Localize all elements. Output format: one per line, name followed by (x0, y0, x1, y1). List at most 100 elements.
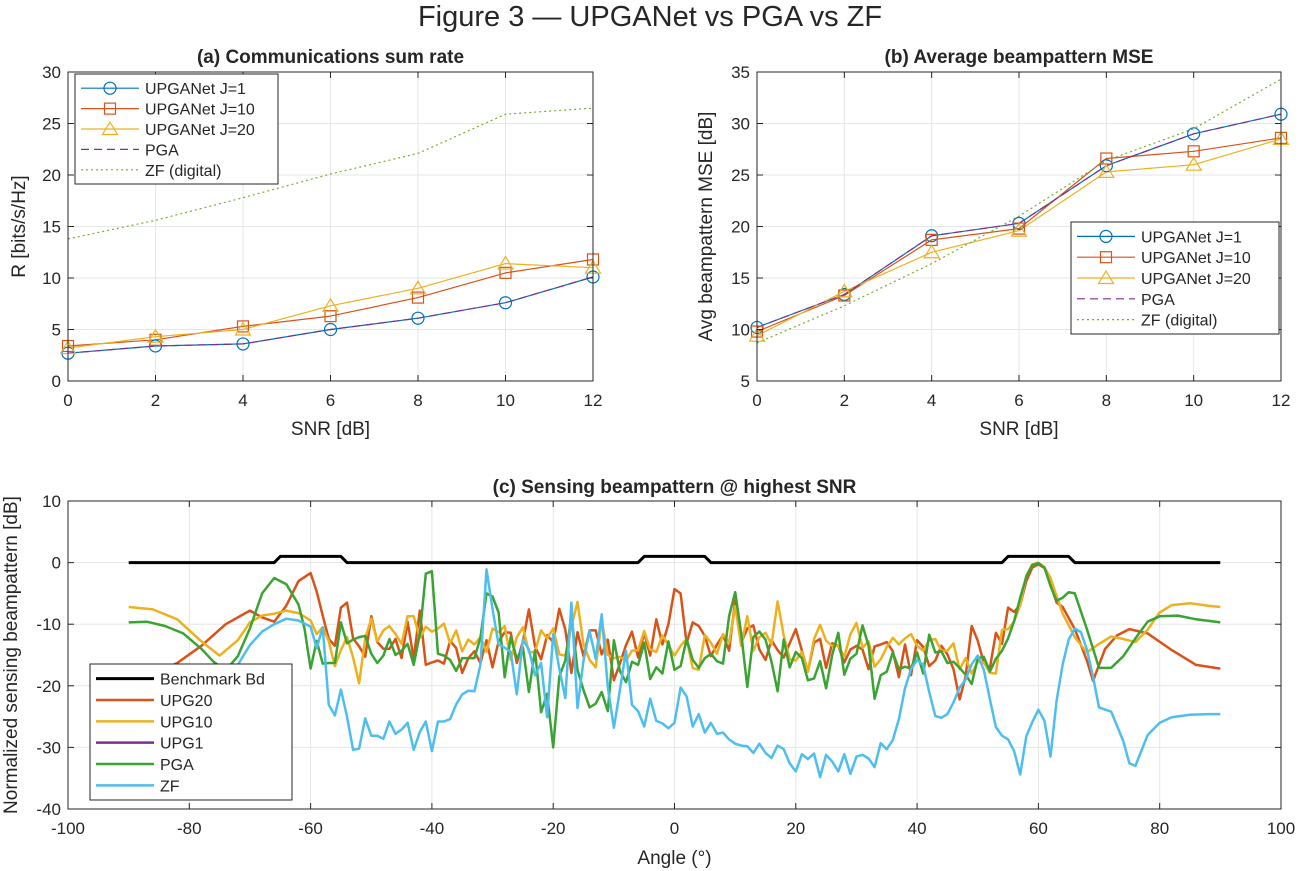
y-tick-label: -10 (36, 615, 61, 634)
x-tick-label: -60 (298, 819, 323, 838)
chart-c: -100 -80 -60 -40 -20 0 20 40 60 80 100-40-30-20-10… (1, 477, 1295, 869)
data-point-marker (1099, 159, 1113, 173)
y-tick-label: 0 (52, 554, 61, 573)
series-line-zf-digital- (68, 107, 593, 240)
x-tick-label: -80 (177, 819, 202, 838)
legend-marker (101, 120, 119, 136)
series-line-pga (128, 561, 1221, 749)
y-tick-label: -30 (36, 738, 61, 757)
x-tick-label: 6 (1014, 391, 1023, 410)
legend-label: UPGANet J=20 (1141, 271, 1251, 288)
x-tick-label: 6 (326, 391, 335, 410)
y-tick-label: 15 (42, 218, 61, 237)
data-point-marker (321, 297, 340, 312)
series-line-benchmark-bd (128, 554, 1221, 565)
y-tick-label: 5 (741, 372, 750, 391)
legend-marker (1099, 229, 1113, 243)
legend-label: ZF (digital) (1141, 313, 1217, 330)
data-point-marker (1185, 156, 1203, 171)
legend-marker (103, 81, 117, 95)
chart-title: (b) Average beampattern MSE (885, 47, 1154, 68)
x-axis-label: SNR [dB] (291, 419, 370, 440)
x-tick-label: 12 (1272, 391, 1291, 410)
y-tick-label: -40 (36, 800, 61, 819)
x-tick-label: 10 (496, 391, 515, 410)
legend-label: PGA (1141, 292, 1175, 309)
figure-title: Figure 3 — UPGANet vs PGA vs ZF (418, 1, 882, 33)
legend-label: UPG20 (160, 693, 213, 710)
x-tick-label: -100 (51, 819, 85, 838)
data-point-marker (236, 337, 250, 351)
data-point-marker (1187, 127, 1201, 141)
series-line-upganet-j-20 (68, 263, 593, 349)
y-tick-label: 10 (42, 269, 61, 288)
y-tick-label: 10 (731, 321, 750, 340)
y-tick-label: 15 (731, 269, 750, 288)
data-point-marker (409, 280, 427, 295)
y-tick-label: 30 (731, 115, 750, 134)
data-point-marker (324, 310, 337, 323)
y-tick-label: 20 (731, 218, 750, 237)
x-tick-label: -40 (420, 819, 445, 838)
legend-label: UPGANet J=10 (1141, 250, 1251, 267)
data-point-marker (499, 266, 512, 279)
x-tick-label: 100 (1267, 819, 1295, 838)
data-point-marker (323, 322, 338, 337)
x-tick-label: -20 (541, 819, 566, 838)
y-tick-label: 10 (42, 492, 61, 511)
data-point-marker (838, 289, 851, 302)
legend-label: UPG1 (160, 736, 204, 753)
x-tick-label: 40 (908, 819, 927, 838)
legend-marker (103, 102, 117, 115)
legend-label: PGA (160, 757, 194, 774)
legend-label: UPG10 (160, 714, 213, 731)
x-tick-label: 20 (786, 819, 805, 838)
legend-label: ZF (160, 778, 180, 795)
legend-label: PGA (145, 142, 179, 159)
legend-label: Benchmark Bd (160, 672, 265, 689)
data-point-marker (146, 328, 165, 343)
data-point-marker (496, 255, 515, 270)
y-tick-label: 0 (52, 372, 61, 391)
y-tick-label: 25 (42, 115, 61, 134)
series-line-upganet-j-10 (757, 137, 1281, 333)
x-tick-label: 4 (238, 391, 247, 410)
y-tick-label: 25 (731, 166, 750, 185)
chart-title: (a) Communications sum rate (197, 47, 464, 68)
data-point-marker (411, 291, 425, 304)
data-point-marker (236, 320, 250, 333)
x-tick-label: 0 (752, 391, 761, 410)
series-group (757, 78, 1281, 344)
legend-label: UPGANet J=1 (1141, 229, 1242, 246)
series-line-zf (128, 568, 1221, 779)
data-point-marker (1010, 222, 1028, 237)
data-point-marker (923, 244, 941, 259)
series-line-zf-digital- (757, 78, 1281, 344)
x-axis-label: SNR [dB] (979, 419, 1058, 440)
y-tick-label: 35 (731, 63, 750, 82)
x-tick-label: 4 (927, 391, 936, 410)
x-tick-label: 2 (840, 391, 849, 410)
legend-marker (1097, 269, 1115, 285)
legend-label: UPGANet J=20 (145, 122, 255, 139)
legend: Benchmark Bd UPG20 UPG10 UPG1 PGA ZF (89, 663, 293, 801)
data-point-marker (148, 339, 163, 353)
legend-marker (1099, 251, 1113, 264)
data-point-marker (1097, 163, 1115, 179)
x-tick-label: 80 (1150, 819, 1169, 838)
x-tick-label: 60 (1029, 819, 1048, 838)
y-tick-label: 20 (42, 166, 61, 185)
chart-b: 0 2 4 6 8 10 12 5 10 15 20 25 30 35 (b) Average beampa… (696, 47, 1290, 440)
x-tick-label: 10 (1184, 391, 1203, 410)
series-line-pga (68, 276, 593, 354)
y-tick-label: 30 (42, 63, 61, 82)
x-tick-label: 8 (1102, 391, 1111, 410)
y-axis-label: R [bits/s/Hz] (9, 175, 30, 277)
series-line-upganet-j-20 (757, 138, 1281, 337)
data-point-marker (498, 296, 513, 310)
x-tick-label: 0 (670, 819, 679, 838)
x-tick-label: 0 (63, 391, 72, 410)
chart-title: (c) Sensing beampattern @ highest SNR (493, 477, 857, 498)
